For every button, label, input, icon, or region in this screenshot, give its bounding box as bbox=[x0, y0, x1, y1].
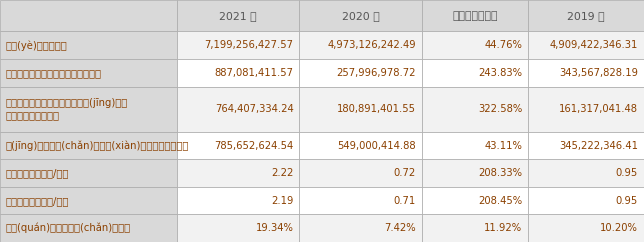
Text: 11.92%: 11.92% bbox=[484, 223, 522, 233]
Bar bbox=[0, 31, 177, 59]
Text: 歸屬于上市公司股東的凈利潤（元）: 歸屬于上市公司股東的凈利潤（元） bbox=[6, 68, 102, 78]
Bar bbox=[177, 87, 299, 132]
Bar bbox=[177, 214, 299, 242]
Bar bbox=[528, 31, 644, 59]
Bar bbox=[299, 31, 422, 59]
Text: 營業(yè)收入（元）: 營業(yè)收入（元） bbox=[6, 40, 68, 51]
Bar bbox=[0, 187, 177, 214]
Text: 764,407,334.24: 764,407,334.24 bbox=[214, 104, 294, 114]
Text: 161,317,041.48: 161,317,041.48 bbox=[559, 104, 638, 114]
Bar bbox=[422, 132, 528, 159]
Bar bbox=[422, 187, 528, 214]
Text: 257,996,978.72: 257,996,978.72 bbox=[336, 68, 416, 78]
Bar bbox=[528, 0, 644, 31]
Bar bbox=[299, 0, 422, 31]
Text: 經(jīng)營活動產(chǎn)生的現(xiàn)金流量凈額（元）: 經(jīng)營活動產(chǎn)生的現(xiàn)金流量凈額（元） bbox=[6, 140, 189, 151]
Bar bbox=[299, 159, 422, 187]
Text: 基本每股收益（元/股）: 基本每股收益（元/股） bbox=[6, 168, 70, 178]
Bar bbox=[528, 87, 644, 132]
Text: 0.95: 0.95 bbox=[616, 196, 638, 206]
Text: 2.22: 2.22 bbox=[271, 168, 294, 178]
Text: 10.20%: 10.20% bbox=[600, 223, 638, 233]
Bar bbox=[422, 0, 528, 31]
Text: 345,222,346.41: 345,222,346.41 bbox=[559, 141, 638, 151]
Text: 7,199,256,427.57: 7,199,256,427.57 bbox=[204, 40, 294, 50]
Text: 208.33%: 208.33% bbox=[478, 168, 522, 178]
Text: 2020 年: 2020 年 bbox=[342, 11, 379, 21]
Text: 208.45%: 208.45% bbox=[478, 196, 522, 206]
Bar bbox=[422, 87, 528, 132]
Bar bbox=[177, 31, 299, 59]
Bar bbox=[0, 132, 177, 159]
Bar bbox=[422, 59, 528, 87]
Bar bbox=[528, 214, 644, 242]
Bar bbox=[299, 187, 422, 214]
Bar bbox=[299, 87, 422, 132]
Bar bbox=[528, 187, 644, 214]
Bar bbox=[528, 159, 644, 187]
Text: 785,652,624.54: 785,652,624.54 bbox=[214, 141, 294, 151]
Text: 7.42%: 7.42% bbox=[384, 223, 416, 233]
Bar bbox=[177, 0, 299, 31]
Text: 2021 年: 2021 年 bbox=[220, 11, 257, 21]
Bar bbox=[528, 59, 644, 87]
Text: 19.34%: 19.34% bbox=[256, 223, 294, 233]
Bar bbox=[0, 159, 177, 187]
Text: 43.11%: 43.11% bbox=[484, 141, 522, 151]
Bar bbox=[177, 59, 299, 87]
Text: 44.76%: 44.76% bbox=[484, 40, 522, 50]
Bar bbox=[422, 31, 528, 59]
Bar bbox=[0, 214, 177, 242]
Bar bbox=[0, 0, 177, 31]
Bar bbox=[528, 132, 644, 159]
Bar bbox=[177, 159, 299, 187]
Text: 549,000,414.88: 549,000,414.88 bbox=[337, 141, 416, 151]
Bar bbox=[177, 132, 299, 159]
Text: 2.19: 2.19 bbox=[271, 196, 294, 206]
Text: 0.72: 0.72 bbox=[393, 168, 416, 178]
Text: 4,973,126,242.49: 4,973,126,242.49 bbox=[327, 40, 416, 50]
Bar bbox=[299, 59, 422, 87]
Text: 343,567,828.19: 343,567,828.19 bbox=[559, 68, 638, 78]
Text: 180,891,401.55: 180,891,401.55 bbox=[337, 104, 416, 114]
Bar bbox=[0, 87, 177, 132]
Bar bbox=[177, 187, 299, 214]
Text: 243.83%: 243.83% bbox=[478, 68, 522, 78]
Bar bbox=[422, 214, 528, 242]
Text: 4,909,422,346.31: 4,909,422,346.31 bbox=[549, 40, 638, 50]
Text: 322.58%: 322.58% bbox=[478, 104, 522, 114]
Text: 本年比上年增減: 本年比上年增減 bbox=[452, 11, 498, 21]
Bar bbox=[0, 59, 177, 87]
Bar bbox=[299, 214, 422, 242]
Text: 0.95: 0.95 bbox=[616, 168, 638, 178]
Text: 2019 年: 2019 年 bbox=[567, 11, 605, 21]
Text: 歸屬于上市公司股東的扣除非經(jīng)常性
損益的凈利潤（元）: 歸屬于上市公司股東的扣除非經(jīng)常性 損益的凈利潤（元） bbox=[6, 98, 128, 120]
Bar bbox=[299, 132, 422, 159]
Text: 887,081,411.57: 887,081,411.57 bbox=[214, 68, 294, 78]
Bar bbox=[422, 159, 528, 187]
Text: 0.71: 0.71 bbox=[393, 196, 416, 206]
Text: 加權(quán)平均凈資產(chǎn)收益率: 加權(quán)平均凈資產(chǎn)收益率 bbox=[6, 223, 131, 234]
Text: 稀釋每股收益（元/股）: 稀釋每股收益（元/股） bbox=[6, 196, 70, 206]
